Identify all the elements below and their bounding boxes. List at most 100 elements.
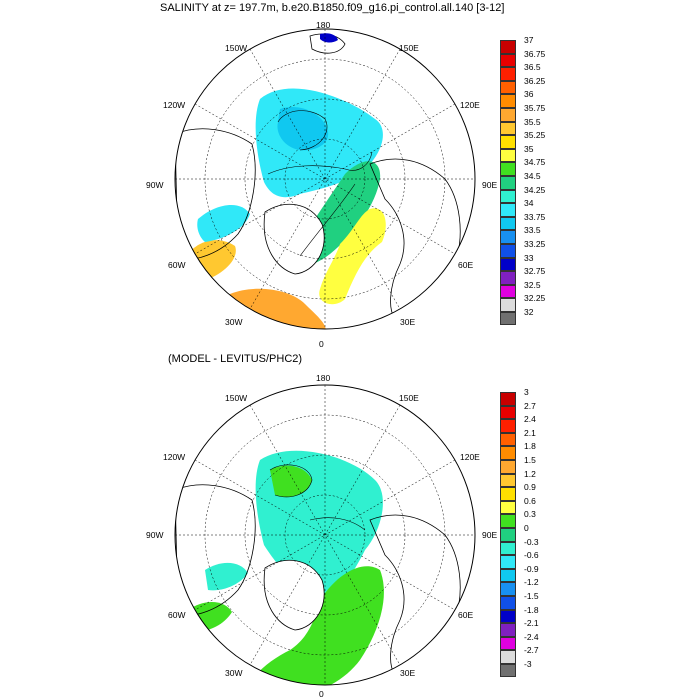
colorbar-cell — [500, 432, 516, 447]
field-region-low-salinity — [277, 106, 329, 151]
colorbar-label: -0.9 — [524, 563, 539, 574]
colorbar-label: 1.5 — [524, 455, 536, 465]
panel1-colorbar — [500, 40, 516, 326]
colorbar-label: 36.5 — [524, 62, 541, 73]
coastline-greenland — [263, 560, 325, 631]
colorbar-cell — [500, 473, 516, 488]
contour-line — [309, 517, 366, 531]
colorbar-label: 37 — [524, 35, 534, 45]
lon-label: 30E — [400, 668, 416, 678]
colorbar-label: 0.6 — [524, 495, 536, 506]
colorbar-cell — [500, 541, 516, 556]
colorbar-cell — [500, 500, 516, 515]
colorbar-cell — [500, 162, 516, 176]
lon-label: 150W — [225, 43, 248, 53]
colorbar-cell — [500, 446, 516, 460]
coastline-greenland — [263, 204, 325, 275]
panel1-title: SALINITY at z= 197.7m, b.e20.B1850.f09_g… — [160, 2, 505, 14]
colorbar-cell — [500, 203, 516, 217]
lon-label: 120W — [163, 452, 186, 462]
colorbar-cell — [500, 555, 516, 569]
colorbar-label: -2.1 — [524, 618, 539, 629]
colorbar-label: 36.75 — [524, 48, 546, 59]
lon-label: 180 — [316, 373, 331, 383]
colorbar-label: 1.8 — [524, 441, 536, 452]
colorbar-cell — [500, 148, 516, 163]
colorbar-cell — [500, 284, 516, 299]
colorbar-label: 34.5 — [524, 171, 541, 181]
panel2-colorbar — [500, 392, 516, 678]
colorbar-label: -3 — [524, 659, 532, 669]
colorbar-label: -1.5 — [524, 591, 539, 601]
colorbar-cell — [500, 40, 516, 54]
field-region-north-atlantic — [217, 288, 327, 329]
colorbar-cell — [500, 189, 516, 204]
colorbar-cell — [500, 459, 516, 474]
lon-label: 120E — [460, 100, 480, 110]
colorbar-label: 0.9 — [524, 482, 536, 493]
colorbar-label: 34 — [524, 198, 534, 209]
lon-label: 60E — [458, 610, 474, 620]
colorbar-cell — [500, 636, 516, 651]
lon-label: 30E — [400, 317, 416, 327]
colorbar-label: -2.4 — [524, 631, 539, 642]
lon-label: 150W — [225, 393, 248, 403]
colorbar-cell — [500, 216, 516, 231]
lon-label: 30W — [225, 668, 243, 678]
panel2-polar-map — [174, 384, 476, 686]
colorbar-cell — [500, 623, 516, 637]
colorbar-label: 2.1 — [524, 427, 536, 438]
colorbar-cell — [500, 175, 516, 190]
colorbar-label: 33 — [524, 252, 534, 263]
colorbar-cell — [500, 107, 516, 122]
coastline-america — [175, 484, 256, 616]
colorbar-label: 35.75 — [524, 103, 546, 113]
lon-label: 90W — [146, 180, 164, 190]
colorbar-label: 36.25 — [524, 75, 546, 86]
colorbar-cell — [500, 243, 516, 258]
colorbar-label: -1.8 — [524, 604, 539, 615]
colorbar-label: 2.4 — [524, 414, 536, 425]
colorbar-label: 32 — [524, 307, 534, 317]
colorbar-cell — [500, 609, 516, 624]
colorbar-label: 32.5 — [524, 279, 541, 290]
colorbar-label: 33.75 — [524, 211, 546, 222]
colorbar-cell — [500, 650, 516, 664]
colorbar-label: 1.2 — [524, 468, 536, 479]
colorbar-cell — [500, 298, 516, 312]
colorbar-label: 0 — [524, 523, 529, 533]
colorbar-label: 34.75 — [524, 157, 546, 168]
colorbar-label: 2.7 — [524, 400, 536, 411]
panel1-polar-map — [174, 28, 476, 330]
colorbar-label: 36 — [524, 89, 534, 100]
colorbar-cell — [500, 419, 516, 433]
colorbar-cell — [500, 595, 516, 610]
colorbar-label: -1.2 — [524, 577, 539, 588]
field-region-green-atlantic — [240, 566, 384, 685]
lon-label: 0 — [319, 339, 324, 349]
colorbar-cell — [500, 80, 516, 95]
lon-label: 60W — [168, 610, 186, 620]
lon-label: 0 — [319, 689, 324, 699]
colorbar-label: 3 — [524, 387, 529, 397]
field-region-labrador — [187, 240, 236, 282]
colorbar-cell — [500, 487, 516, 501]
colorbar-cell — [500, 514, 516, 528]
colorbar-cell — [500, 405, 516, 420]
colorbar-label: 33.5 — [524, 225, 541, 236]
panel2-title: (MODEL - LEVITUS/PHC2) — [168, 353, 303, 365]
field-region-cyan-baffin — [205, 562, 248, 591]
colorbar-cell — [500, 230, 516, 244]
colorbar-cell — [500, 53, 516, 68]
lon-label: 90E — [482, 180, 498, 190]
colorbar-cell — [500, 568, 516, 583]
lon-label: 150E — [399, 43, 419, 53]
lon-label: 120E — [460, 452, 480, 462]
colorbar-label: 32.75 — [524, 266, 546, 277]
colorbar-label: -0.3 — [524, 536, 539, 547]
colorbar-cell — [500, 121, 516, 136]
lon-label: 120W — [163, 100, 186, 110]
colorbar-cell — [500, 527, 516, 542]
colorbar-cell — [500, 67, 516, 81]
colorbar-cell — [500, 582, 516, 596]
